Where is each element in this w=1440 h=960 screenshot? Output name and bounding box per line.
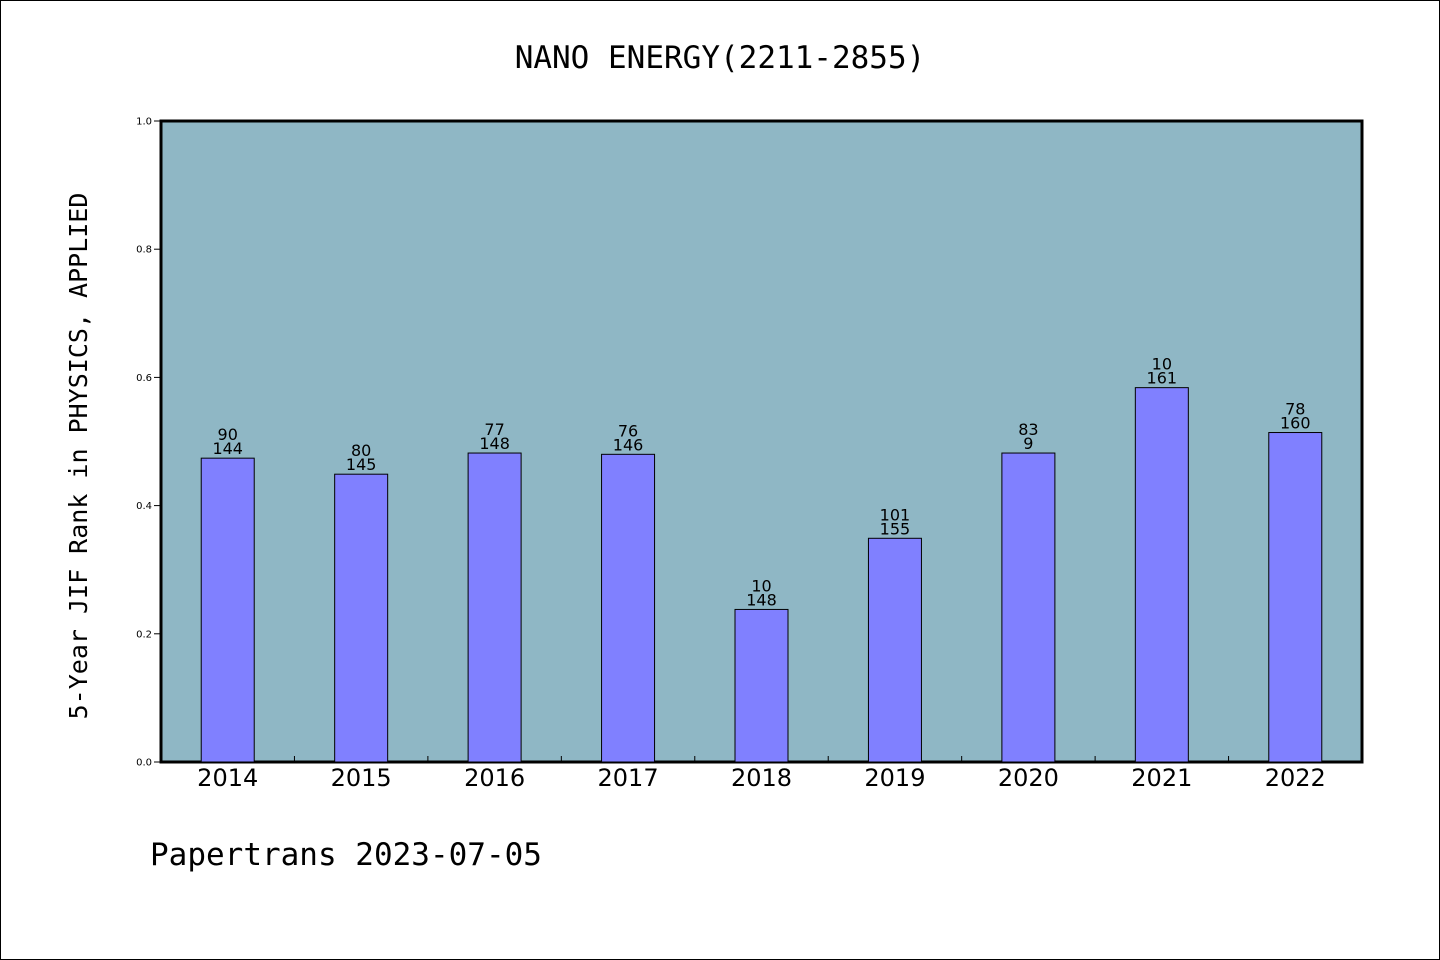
x-tick-label: 2019: [864, 764, 925, 792]
bar-label-bottom: 155: [880, 519, 911, 538]
y-axis: 0.0 0.2 0.4 0.6 0.8 1.0: [136, 117, 161, 769]
x-tick-label: 2016: [464, 764, 525, 792]
bar-label-top: 10: [1152, 355, 1172, 374]
bar: [1001, 452, 1056, 763]
bar-label-bottom: 161: [1147, 369, 1178, 388]
y-tick-label: 0.0: [136, 758, 152, 769]
bar-label-bottom: 148: [479, 434, 510, 453]
footer-text: Papertrans 2023-07-05: [150, 837, 542, 873]
y-tick-label: 0.8: [136, 245, 152, 256]
bar-label-top: 80: [351, 441, 371, 460]
bar-label-top: 101: [880, 505, 911, 524]
bar-label-top: 10: [751, 576, 771, 595]
y-tick-label: 0.4: [136, 501, 152, 512]
bar-label-top: 76: [618, 421, 638, 440]
bar-label-bottom: 160: [1280, 414, 1311, 433]
x-tick-label: 2017: [598, 764, 659, 792]
bar-label-top: 90: [218, 425, 238, 444]
y-tick-label: 0.2: [136, 629, 152, 640]
x-tick-label: 2020: [998, 764, 1059, 792]
bar-label-bottom: 146: [613, 435, 644, 454]
x-tick-label: 2014: [197, 764, 258, 792]
bar: [1134, 387, 1189, 763]
bar-label-bottom: 145: [346, 455, 377, 474]
bar-label-bottom: 148: [746, 590, 777, 609]
bar-label-top: 83: [1018, 420, 1038, 439]
bar-label-bottom: 9: [1023, 434, 1033, 453]
bar: [200, 457, 255, 763]
y-axis-label: 5-Year JIF Rank in PHYSICS, APPLIED: [64, 193, 93, 720]
bar: [601, 453, 656, 763]
bar-label-top: 78: [1285, 400, 1305, 419]
y-tick-label: 1.0: [136, 117, 152, 128]
bar: [867, 537, 922, 763]
bar-label-top: 77: [484, 420, 504, 439]
chart-title: NANO ENERGY(2211-2855): [515, 40, 926, 76]
bar: [734, 608, 789, 763]
x-tick-label: 2022: [1265, 764, 1326, 792]
bar: [467, 452, 522, 763]
x-tick-label: 2021: [1131, 764, 1192, 792]
bar: [1268, 432, 1323, 763]
x-axis: 2014 2015 2016 2017 2018 2019 2020 2021 2022: [197, 756, 1326, 792]
bar: [334, 473, 389, 763]
x-tick-label: 2015: [331, 764, 392, 792]
y-tick-label: 0.6: [136, 373, 152, 384]
x-tick-label: 2018: [731, 764, 792, 792]
bar-label-bottom: 144: [212, 439, 243, 458]
